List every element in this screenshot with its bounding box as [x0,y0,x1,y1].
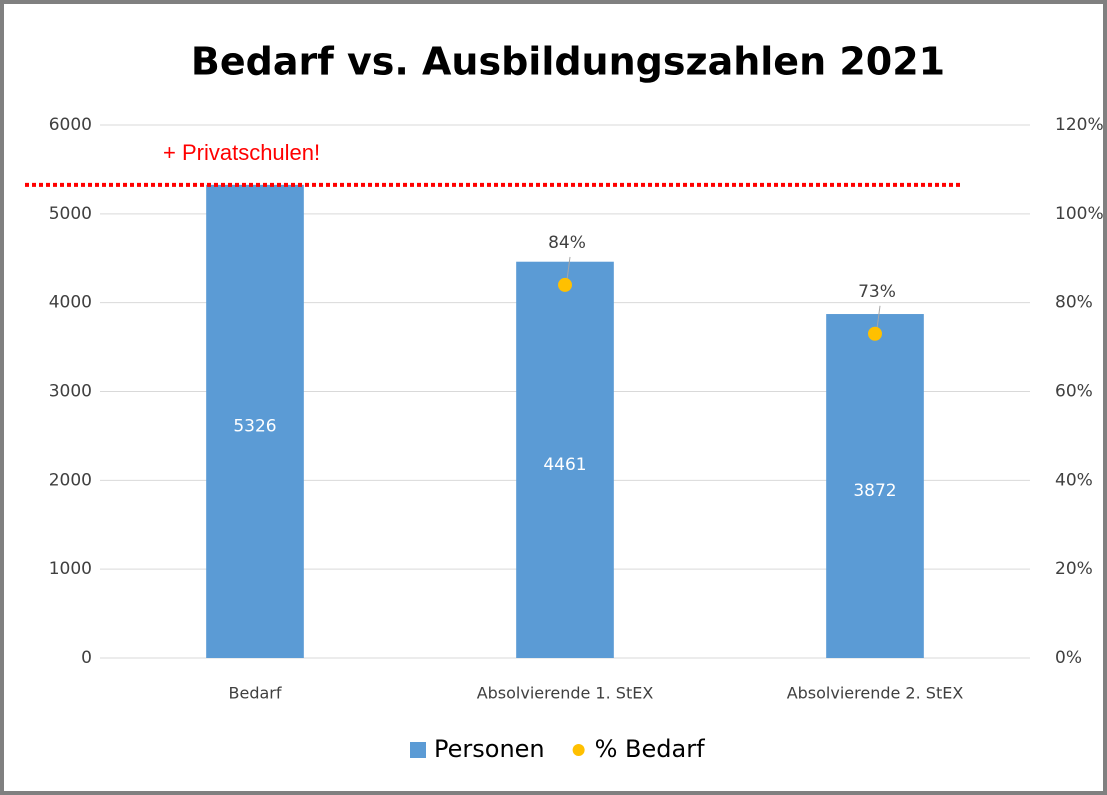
y-tick-label: 2000 [49,470,92,490]
y2-tick-label: 120% [1055,115,1104,135]
point [558,277,572,292]
leader-line [876,305,881,329]
bar [206,184,304,659]
y2-tick-label: 40% [1055,470,1093,490]
y-tick-label: 4000 [49,293,92,313]
bar-value-label: 3872 [853,481,896,501]
y2-tick-label: 80% [1055,293,1093,313]
point-value-label: 84% [548,233,586,253]
y2-tick-label: 60% [1055,382,1093,402]
x-tick-label: Absolvierende 1. StEX [477,684,654,703]
bar-value-label: 5326 [233,416,276,436]
x-tick-label: Bedarf [229,684,282,703]
point-value-label: 73% [858,282,896,302]
legend-label: Personen [434,735,545,763]
bar [826,314,924,658]
leader-line [566,256,571,280]
annotation-text: + Privatschulen! [163,140,320,165]
y-tick-label: 3000 [49,382,92,402]
legend-label: % Bedarf [595,735,705,763]
y2-tick-label: 0% [1055,648,1082,668]
bar-value-label: 4461 [543,455,586,475]
legend-swatch [572,744,585,756]
chart-title: Bedarf vs. Ausbildungszahlen 2021 [191,40,945,84]
point [868,326,882,341]
y-tick-label: 6000 [49,115,92,135]
bar [516,261,614,658]
y-tick-label: 5000 [49,204,92,224]
y-tick-label: 0 [81,648,92,668]
x-tick-label: Absolvierende 2. StEX [787,684,964,703]
legend-swatch [410,742,426,758]
y-tick-label: 1000 [49,559,92,579]
y2-tick-label: 20% [1055,559,1093,579]
y2-tick-label: 100% [1055,204,1104,224]
